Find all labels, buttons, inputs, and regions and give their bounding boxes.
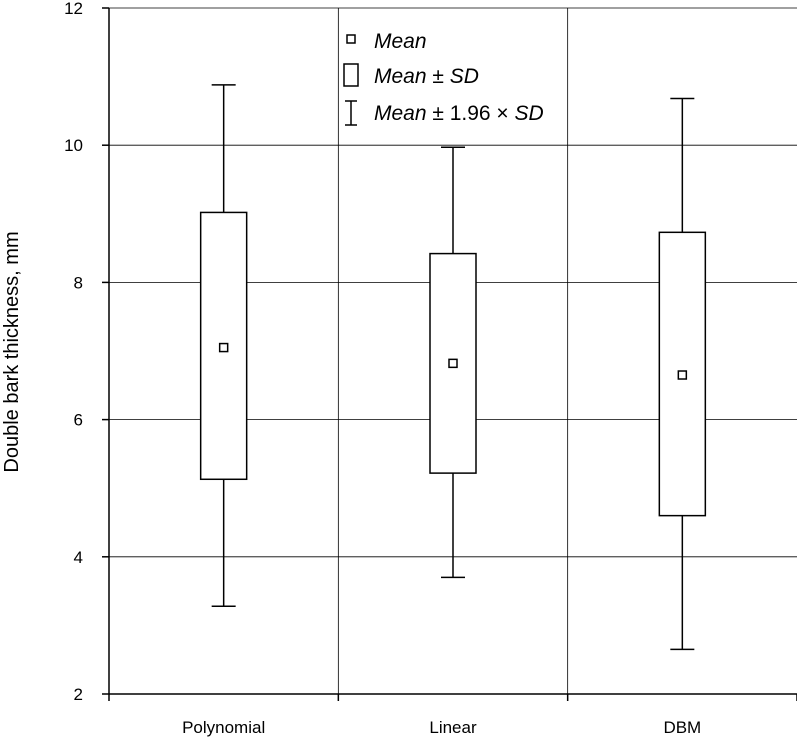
legend: Mean Mean ± SD Mean ± 1.96 × SD	[343, 30, 544, 126]
y-axis-title: Double bark thickness, mm	[1, 231, 23, 472]
legend-ci-label: Mean ± 1.96 × SD	[374, 102, 544, 125]
x-category-label: Linear	[429, 718, 477, 737]
y-tick-label: 12	[64, 0, 83, 18]
legend-ci-suffix: SD	[515, 102, 544, 125]
y-tick-label: 4	[74, 548, 83, 567]
axes	[102, 7, 797, 701]
legend-sd-marker	[343, 63, 359, 87]
legend-mean-marker	[346, 34, 356, 44]
legend-mean-label: Mean	[374, 30, 427, 53]
legend-ci-middle: ± 1.96 ×	[427, 102, 515, 125]
box-group	[199, 84, 248, 607]
tick-labels: 2 4 6 8 10 12 Polynomial Linear DBM	[64, 0, 701, 737]
x-category-label: Polynomial	[182, 718, 265, 737]
y-tick-label: 10	[64, 136, 83, 155]
box-group	[658, 97, 707, 651]
data-marks	[199, 84, 707, 651]
legend-mean-text: Mean	[374, 30, 427, 53]
mean-marker	[677, 370, 688, 380]
x-category-label: DBM	[663, 718, 701, 737]
mean-marker	[218, 342, 229, 353]
mean-marker	[448, 358, 458, 369]
legend-ci-prefix: Mean	[374, 102, 427, 125]
sd-box	[429, 252, 477, 474]
legend-sd-label: Mean ± SD	[374, 65, 479, 88]
y-tick-label: 6	[74, 411, 83, 430]
y-tick-label: 8	[74, 273, 83, 292]
legend-sd-prefix: Mean	[374, 65, 427, 88]
legend-ci-marker	[345, 100, 357, 126]
legend-sd-suffix: ± SD	[427, 65, 479, 88]
y-tick-label: 2	[74, 685, 83, 704]
box-group	[429, 146, 477, 579]
